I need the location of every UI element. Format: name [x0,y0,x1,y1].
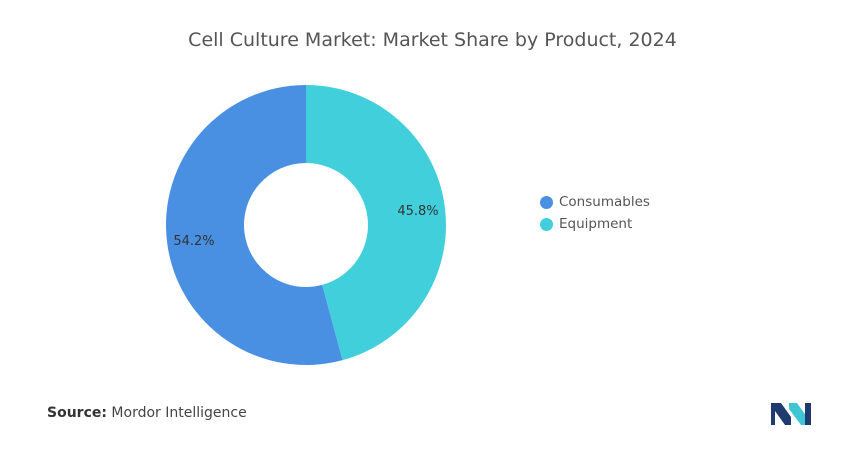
legend-label-equipment: Equipment [559,216,633,232]
legend-swatch-equipment [540,217,553,231]
legend-label-consumables: Consumables [559,194,650,210]
source-note: Source: Mordor Intelligence [47,405,247,421]
chart-legend: Consumables Equipment [540,191,650,235]
source-text: Mordor Intelligence [111,405,247,421]
legend-item-consumables[interactable]: Consumables [540,191,650,213]
slice-equipment[interactable] [306,85,446,361]
source-label: Source: [47,405,107,421]
data-label-consumables: 54.2% [173,234,214,249]
legend-swatch-consumables [540,195,553,209]
chart-title: Cell Culture Market: Market Share by Pro… [188,29,677,51]
mordor-intelligence-logo-icon [771,403,811,425]
data-label-equipment: 45.8% [397,204,438,219]
legend-item-equipment[interactable]: Equipment [540,213,650,235]
slice-consumables[interactable] [165,85,343,366]
